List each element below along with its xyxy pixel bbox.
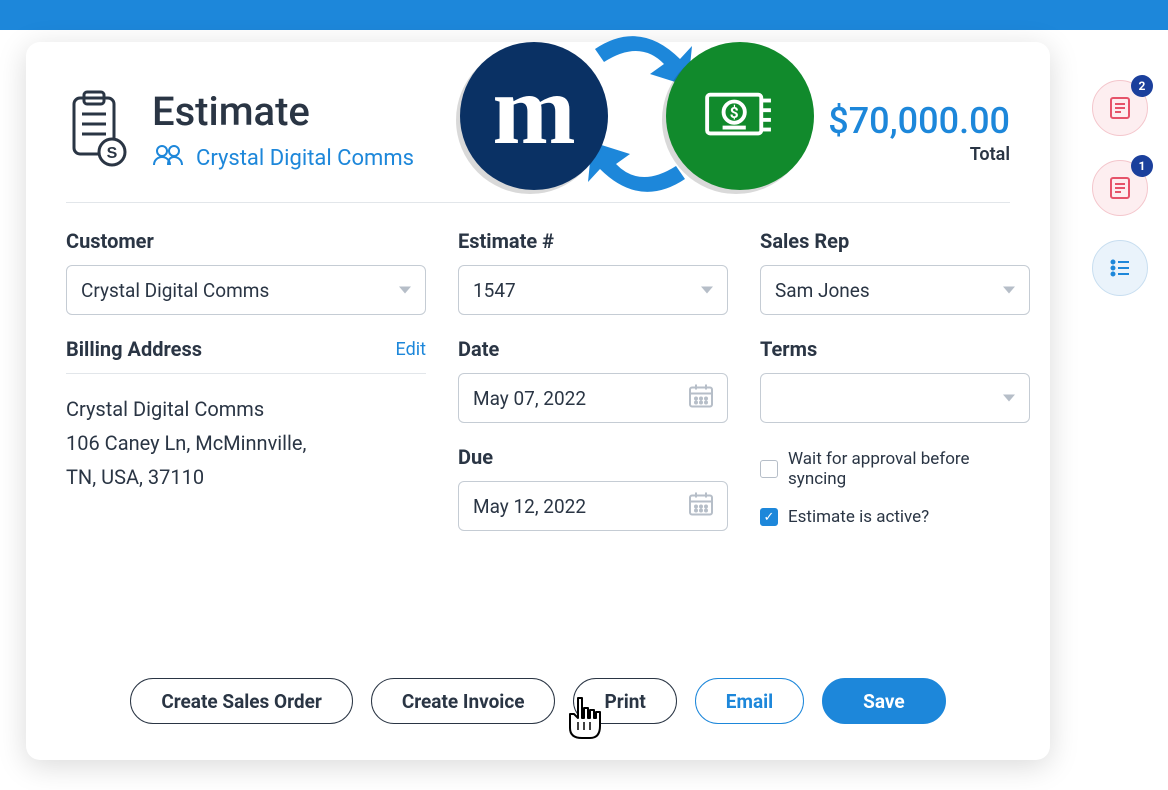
total-amount: $70,000.00 — [828, 100, 1010, 142]
chevron-down-icon — [701, 287, 713, 294]
billing-label: Billing Address — [66, 337, 202, 361]
svg-text:S: S — [107, 145, 118, 162]
action-row: Create Sales Order Create Invoice Print … — [26, 678, 1050, 724]
terms-field: Terms — [760, 337, 1030, 423]
title-block: Estimate Crystal Digital Comms — [152, 90, 804, 172]
note-icon — [1107, 175, 1133, 201]
total-label: Total — [828, 144, 1010, 165]
billing-header: Billing Address Edit — [66, 337, 426, 374]
calendar-icon — [687, 490, 715, 523]
sales-rep-select[interactable]: Sam Jones — [760, 265, 1030, 315]
edit-billing-link[interactable]: Edit — [396, 339, 426, 360]
due-input[interactable]: May 12, 2022 — [458, 481, 728, 531]
total-block: $70,000.00 Total — [828, 100, 1010, 165]
wait-approval-checkbox[interactable]: Wait for approval before syncing — [760, 449, 1030, 489]
chevron-down-icon — [1003, 287, 1015, 294]
customer-link[interactable]: Crystal Digital Comms — [152, 144, 804, 172]
checkbox-icon — [760, 460, 778, 478]
checkbox-checked-icon: ✓ — [760, 508, 778, 526]
note-icon — [1107, 95, 1133, 121]
date-value: May 07, 2022 — [473, 387, 586, 410]
estimate-number-label: Estimate # — [458, 229, 728, 253]
list-icon — [1107, 255, 1133, 281]
create-invoice-button[interactable]: Create Invoice — [371, 678, 556, 724]
list-pill[interactable] — [1092, 240, 1148, 296]
checkbox-group: Wait for approval before syncing ✓ Estim… — [760, 445, 1030, 531]
estimate-number-value: 1547 — [473, 279, 516, 302]
estimate-doc-icon: S — [66, 90, 128, 172]
header-divider — [66, 202, 1010, 203]
badge-count: 2 — [1131, 75, 1153, 97]
form-grid: Customer Crystal Digital Comms Estimate … — [66, 229, 1010, 531]
save-button[interactable]: Save — [822, 678, 946, 724]
side-pills: 2 1 — [1080, 80, 1160, 296]
due-field: Due May 12, 2022 — [458, 445, 728, 531]
billing-section: Billing Address Edit Crystal Digital Com… — [66, 337, 426, 531]
billing-line3: TN, USA, 37110 — [66, 460, 426, 494]
estimate-active-label: Estimate is active? — [788, 507, 929, 527]
due-value: May 12, 2022 — [473, 495, 586, 518]
badge-count: 1 — [1131, 155, 1153, 177]
date-input[interactable]: May 07, 2022 — [458, 373, 728, 423]
top-bar — [0, 0, 1168, 30]
activity-pill-1[interactable]: 2 — [1092, 80, 1148, 136]
terms-label: Terms — [760, 337, 1030, 361]
card-header: S Estimate Crystal Digital Comms $70,000… — [66, 90, 1010, 172]
page-title: Estimate — [152, 90, 804, 134]
customer-field: Customer Crystal Digital Comms — [66, 229, 426, 315]
estimate-number-select[interactable]: 1547 — [458, 265, 728, 315]
chevron-down-icon — [399, 287, 411, 294]
customer-value: Crystal Digital Comms — [81, 279, 269, 302]
sales-rep-value: Sam Jones — [775, 279, 870, 302]
date-label: Date — [458, 337, 728, 361]
sales-rep-field: Sales Rep Sam Jones — [760, 229, 1030, 315]
chevron-down-icon — [1003, 395, 1015, 402]
terms-select[interactable] — [760, 373, 1030, 423]
estimate-active-checkbox[interactable]: ✓ Estimate is active? — [760, 507, 1030, 527]
calendar-icon — [687, 382, 715, 415]
activity-pill-2[interactable]: 1 — [1092, 160, 1148, 216]
print-button[interactable]: Print — [573, 678, 676, 724]
customer-label: Customer — [66, 229, 426, 253]
customer-name: Crystal Digital Comms — [196, 146, 414, 171]
wait-approval-label: Wait for approval before syncing — [788, 449, 1030, 489]
estimate-number-field: Estimate # 1547 — [458, 229, 728, 315]
estimate-card: S Estimate Crystal Digital Comms $70,000… — [26, 42, 1050, 760]
customer-select[interactable]: Crystal Digital Comms — [66, 265, 426, 315]
email-button[interactable]: Email — [695, 678, 804, 724]
create-sales-order-button[interactable]: Create Sales Order — [130, 678, 353, 724]
billing-line2: 106 Caney Ln, McMinnville, — [66, 426, 426, 460]
billing-line1: Crystal Digital Comms — [66, 392, 426, 426]
date-field: Date May 07, 2022 — [458, 337, 728, 423]
people-icon — [152, 144, 184, 172]
billing-address: Crystal Digital Comms 106 Caney Ln, McMi… — [66, 392, 426, 494]
due-label: Due — [458, 445, 728, 469]
sales-rep-label: Sales Rep — [760, 229, 1030, 253]
